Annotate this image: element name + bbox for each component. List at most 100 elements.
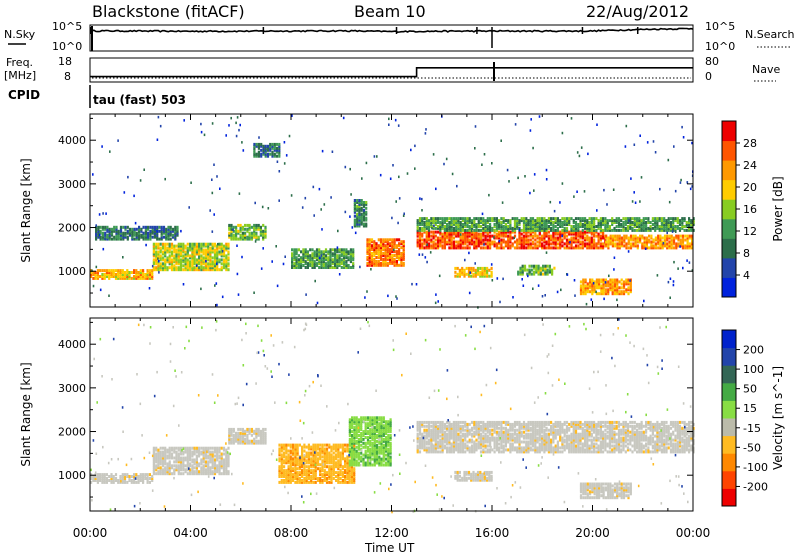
heatmap-cell <box>309 248 312 252</box>
heatmap-cell <box>244 223 247 227</box>
heatmap-noise-cell <box>644 247 647 250</box>
heatmap-cell <box>522 240 526 244</box>
heatmap-cell <box>668 240 671 244</box>
heatmap-cell <box>543 238 546 242</box>
heatmap-cell <box>346 463 349 467</box>
heatmap-cell <box>321 443 324 447</box>
heatmap-cell <box>681 226 684 230</box>
heatmap-cell <box>227 446 230 450</box>
heatmap-cell <box>366 459 370 463</box>
heatmap-cell <box>307 447 310 451</box>
heatmap-cell <box>434 226 437 230</box>
heatmap-cell <box>301 465 304 469</box>
heatmap-cell <box>253 144 256 148</box>
heatmap-cell <box>366 242 369 246</box>
heatmap-cell <box>386 257 389 261</box>
heatmap-cell <box>346 477 349 480</box>
heatmap-cell <box>464 246 467 250</box>
heatmap-cell <box>663 228 666 232</box>
heatmap-cell <box>377 261 380 265</box>
heatmap-cell <box>239 237 242 241</box>
heatmap-cell <box>329 262 332 266</box>
heatmap-cell <box>202 446 205 450</box>
heatmap-cell <box>315 248 319 252</box>
heatmap-cell <box>679 242 682 246</box>
heatmap-cell <box>253 431 256 435</box>
heatmap-noise-cell <box>662 242 665 245</box>
heatmap-cell <box>305 477 308 480</box>
heatmap-cell <box>319 480 322 484</box>
heatmap-cell <box>670 238 673 242</box>
heatmap-cell <box>292 449 295 453</box>
heatmap-cell <box>155 260 158 264</box>
heatmap-cell <box>207 464 210 468</box>
heatmap-cell <box>547 221 550 224</box>
heatmap-cell <box>186 466 189 470</box>
heatmap-noise-cell <box>481 163 483 166</box>
heatmap-cell <box>105 477 108 480</box>
heatmap-cell <box>211 460 214 464</box>
heatmap-cell <box>306 254 309 258</box>
heatmap-cell <box>579 230 582 234</box>
heatmap-cell <box>416 240 419 244</box>
heatmap-cell <box>175 452 178 456</box>
heatmap-cell <box>296 459 299 463</box>
heatmap-cell <box>310 447 313 451</box>
heatmap-cell <box>293 254 296 258</box>
heatmap-cell <box>253 229 256 233</box>
heatmap-cell <box>259 435 262 439</box>
heatmap-cell <box>441 226 444 230</box>
heatmap-cell <box>128 475 131 478</box>
heatmap-cell <box>283 461 286 465</box>
heatmap-cell <box>220 466 223 470</box>
heatmap-cell <box>225 452 228 456</box>
heatmap-cell <box>691 238 694 242</box>
heatmap-cell <box>668 246 671 250</box>
heatmap-cell <box>595 280 598 284</box>
heatmap-cell <box>101 473 104 477</box>
heatmap-cell <box>275 150 279 154</box>
heatmap-cell <box>303 457 306 461</box>
heatmap-cell <box>105 275 108 278</box>
heatmap-cell <box>554 219 557 223</box>
heatmap-cell <box>344 447 347 451</box>
heatmap-cell <box>482 228 485 232</box>
heatmap-cell <box>239 441 242 445</box>
heatmap-cell <box>466 244 469 248</box>
heatmap-cell <box>218 466 221 470</box>
heatmap-cell <box>177 252 180 256</box>
heatmap-cell <box>509 230 512 234</box>
heatmap-cell <box>285 477 288 480</box>
heatmap-cell <box>530 264 533 268</box>
heatmap-cell <box>191 258 194 262</box>
heatmap-cell <box>291 254 294 258</box>
heatmap-cell <box>400 259 403 263</box>
heatmap-cell <box>654 228 657 232</box>
heatmap-cell <box>581 219 584 223</box>
heatmap-cell <box>554 232 557 236</box>
heatmap-cell <box>645 225 648 228</box>
heatmap-cell <box>312 451 315 455</box>
heatmap-cell <box>344 457 347 461</box>
heatmap-noise-cell <box>376 155 378 158</box>
heatmap-cell <box>623 238 626 242</box>
heatmap-cell <box>189 248 192 252</box>
heatmap-cell <box>99 475 102 478</box>
heatmap-cell <box>609 278 612 282</box>
heatmap-cell <box>257 142 260 146</box>
heatmap-cell <box>602 278 605 282</box>
heatmap-cell <box>330 480 333 484</box>
heatmap-cell <box>195 466 198 470</box>
heatmap-cell <box>177 258 180 262</box>
heatmap-cell <box>169 225 172 229</box>
heatmap-cell <box>556 219 559 223</box>
heatmap-cell <box>294 453 297 457</box>
heatmap-cell <box>344 459 347 463</box>
heatmap-cell <box>493 230 496 234</box>
heatmap-cell <box>216 266 219 270</box>
heatmap-cell <box>97 229 100 233</box>
heatmap-cell <box>213 266 217 270</box>
heatmap-cell <box>151 227 154 231</box>
heatmap-cell <box>522 244 526 248</box>
heatmap-cell <box>667 221 670 224</box>
